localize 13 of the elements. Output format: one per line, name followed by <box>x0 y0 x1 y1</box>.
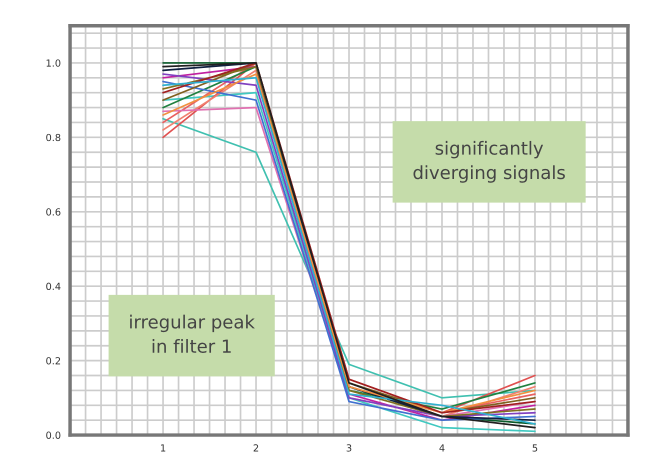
x-tick-label: 1 <box>161 444 166 452</box>
y-tick-label: 0.6 <box>46 208 60 216</box>
y-tick-label: 0.8 <box>46 134 60 142</box>
x-tick-label: 5 <box>532 444 538 452</box>
y-tick-label: 1.0 <box>46 59 60 67</box>
x-tick-label: 3 <box>346 444 352 452</box>
x-tick-label: 4 <box>439 444 445 452</box>
annotation: irregular peak in filter 1 <box>130 314 255 353</box>
y-tick-label: 0.4 <box>46 282 60 290</box>
y-tick-label: 0.2 <box>46 357 60 364</box>
x-tick-label: 2 <box>254 444 258 452</box>
annotation: significantly diverging signals <box>413 140 565 183</box>
y-tick-label: 0.0 <box>46 432 60 439</box>
